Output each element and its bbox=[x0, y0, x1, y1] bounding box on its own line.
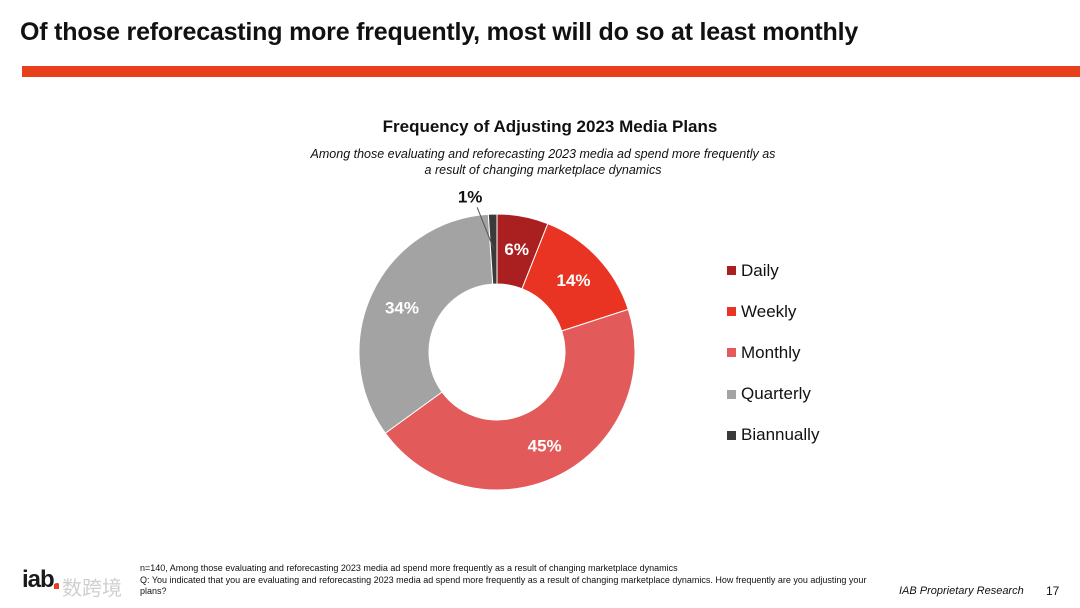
legend-label-daily: Daily bbox=[741, 260, 779, 280]
proprietary-label: IAB Proprietary Research bbox=[899, 585, 1024, 597]
chart-subtitle-line2: a result of changing marketplace dynamic… bbox=[424, 163, 662, 177]
legend-swatch-quarterly bbox=[727, 389, 736, 399]
legend-label-biannually: Biannually bbox=[741, 425, 820, 445]
data-label-weekly: 14% bbox=[557, 271, 591, 290]
data-label-monthly: 45% bbox=[528, 437, 562, 456]
legend-label-monthly: Monthly bbox=[741, 342, 801, 362]
chart-title: Frequency of Adjusting 2023 Media Plans bbox=[382, 117, 718, 136]
page-number: 17 bbox=[1046, 584, 1060, 598]
slide-title: Of those reforecasting more frequently, … bbox=[20, 18, 859, 46]
data-label-quarterly: 34% bbox=[385, 298, 419, 317]
iab-logo: iab. bbox=[22, 566, 60, 593]
legend-swatch-weekly bbox=[727, 307, 736, 317]
legend-swatch-biannually bbox=[727, 430, 736, 440]
title-accent-bar bbox=[22, 66, 1080, 77]
legend-label-weekly: Weekly bbox=[741, 301, 797, 321]
chart-subtitle: Among those evaluating and reforecasting… bbox=[280, 146, 806, 178]
footnote-question: Q: You indicated that you are evaluating… bbox=[140, 575, 867, 596]
legend-item-daily: Daily bbox=[727, 250, 819, 291]
legend-label-quarterly: Quarterly bbox=[741, 384, 811, 404]
leader-line-biannually bbox=[476, 207, 495, 250]
iab-logo-dot bbox=[54, 584, 59, 589]
chart-legend: Daily Weekly Monthly Quarterly Biannually bbox=[727, 250, 819, 456]
footnote-sample-note: n=140, Among those evaluating and refore… bbox=[140, 563, 678, 573]
slice-quarterly bbox=[358, 213, 494, 434]
watermark-text: 数跨境 bbox=[62, 578, 122, 600]
slice-biannually bbox=[487, 213, 498, 285]
chart-subtitle-line1: Among those evaluating and reforecasting… bbox=[310, 147, 776, 161]
legend-item-weekly: Weekly bbox=[727, 291, 819, 332]
slice-monthly bbox=[384, 308, 636, 491]
legend-item-monthly: Monthly bbox=[727, 332, 819, 373]
data-label-biannually: 1% bbox=[458, 187, 483, 206]
legend-swatch-daily bbox=[727, 266, 736, 276]
legend-swatch-monthly bbox=[727, 348, 736, 358]
legend-item-quarterly: Quarterly bbox=[727, 374, 819, 415]
legend-item-biannually: Biannually bbox=[727, 415, 819, 456]
data-label-daily: 6% bbox=[504, 240, 529, 259]
